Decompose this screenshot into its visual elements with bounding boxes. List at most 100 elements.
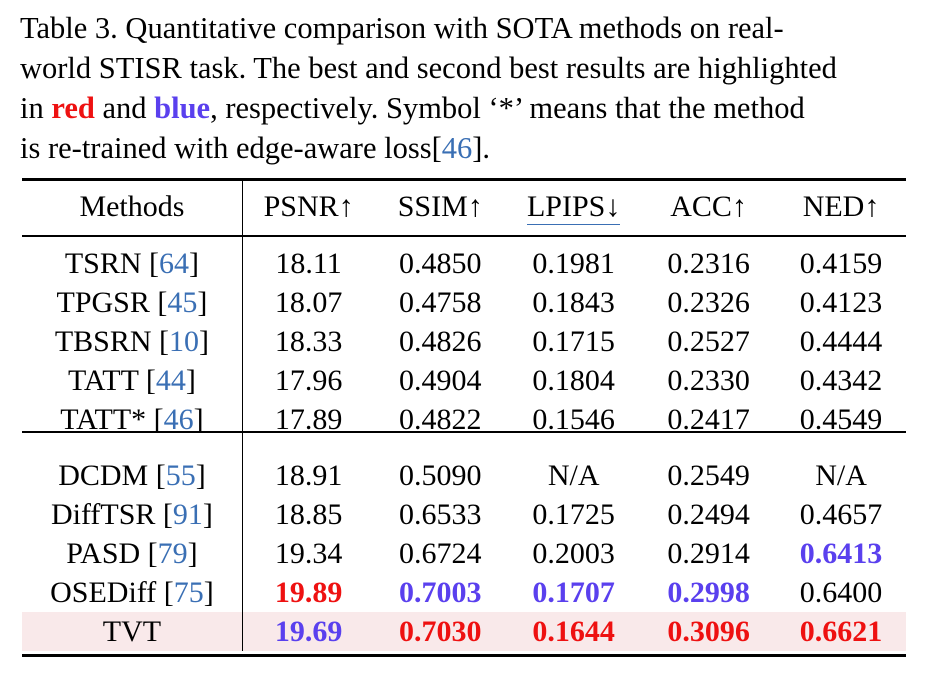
cell-ssim: 0.4850 bbox=[399, 246, 482, 280]
table-row-tvt: TVT 19.69 0.7030 0.1644 0.3096 0.6621 bbox=[22, 612, 906, 651]
cell-ssim: 0.5090 bbox=[399, 458, 482, 492]
top-rule bbox=[22, 178, 906, 181]
table-row: PASD [79] 19.34 0.6724 0.2003 0.2914 0.6413 bbox=[22, 534, 906, 573]
cell-psnr: 19.69 bbox=[242, 612, 375, 651]
cell-acc: 0.2316 bbox=[667, 246, 750, 280]
method-cell: TATT [44] bbox=[22, 361, 243, 400]
table-caption: Table 3. Quantitative comparison with SO… bbox=[20, 8, 906, 168]
caption-line-1: Table 3. Quantitative comparison with SO… bbox=[20, 11, 784, 45]
method-name: DCDM bbox=[58, 458, 149, 492]
results-table-grid: Methods PSNR↑ SSIM↑ LPIPS↓ ACC↑ NED↑ TSR… bbox=[22, 178, 906, 651]
header-psnr: PSNR↑ bbox=[263, 190, 354, 223]
cell-ned: 0.4159 bbox=[799, 246, 883, 280]
cell-psnr: 19.89 bbox=[274, 575, 343, 609]
header-ssim: SSIM↑ bbox=[397, 190, 483, 223]
cell-acc: 0.2494 bbox=[667, 497, 750, 531]
cell-psnr: 18.33 bbox=[274, 324, 343, 358]
cell-ssim: 0.7003 bbox=[399, 575, 482, 609]
method-name: PASD bbox=[66, 536, 141, 570]
cell-acc: 0.3096 bbox=[641, 612, 777, 651]
cell-acc: 0.2527 bbox=[667, 324, 750, 358]
citation-link[interactable]: 91 bbox=[172, 497, 203, 531]
cell-acc: 0.2330 bbox=[667, 363, 750, 397]
cell-lpips: 0.1804 bbox=[532, 363, 615, 397]
method-cell: TATT* [46] bbox=[22, 400, 243, 439]
cell-ned: 0.4657 bbox=[799, 497, 883, 531]
header-ned: NED↑ bbox=[802, 190, 880, 223]
group-regression-methods: TSRN [64] 18.11 0.4850 0.1981 0.2316 0.4159 TP… bbox=[22, 244, 906, 439]
method-name: DiffTSR bbox=[50, 497, 156, 531]
cell-ssim: 0.7030 bbox=[374, 612, 507, 651]
method-cell: TPGSR [45] bbox=[22, 283, 243, 322]
cell-lpips: 0.1707 bbox=[532, 575, 615, 609]
method-cell: DCDM [55] bbox=[22, 456, 243, 495]
method-name: TVT bbox=[22, 612, 243, 651]
cell-lpips: 0.1546 bbox=[532, 402, 615, 436]
citation-link[interactable]: 46 bbox=[163, 402, 194, 436]
cell-psnr: 18.85 bbox=[274, 497, 343, 531]
cell-ned: 0.4342 bbox=[799, 363, 883, 397]
cell-psnr: 18.07 bbox=[274, 285, 343, 319]
method-name: TSRN bbox=[64, 246, 142, 280]
method-name: TBSRN bbox=[54, 324, 152, 358]
method-name: TATT bbox=[68, 363, 139, 397]
cell-psnr: 18.91 bbox=[274, 458, 343, 492]
citation-link[interactable]: 44 bbox=[155, 363, 186, 397]
group-diffusion-methods: DCDM [55] 18.91 0.5090 N/A 0.2549 N/A DiffTSR … bbox=[22, 456, 906, 612]
citation-link[interactable]: 10 bbox=[169, 324, 200, 358]
header-row: Methods PSNR↑ SSIM↑ LPIPS↓ ACC↑ NED↑ bbox=[22, 178, 906, 236]
citation-link[interactable]: 64 bbox=[159, 246, 190, 280]
citation-link[interactable]: 45 bbox=[167, 285, 198, 319]
method-name: TPGSR bbox=[56, 285, 150, 319]
caption-text: in bbox=[20, 91, 52, 125]
cell-ssim: 0.4758 bbox=[399, 285, 482, 319]
method-name: TATT* bbox=[60, 402, 147, 436]
cell-psnr: 18.11 bbox=[275, 246, 342, 280]
cell-lpips: 0.1843 bbox=[532, 285, 615, 319]
caption-text: ]. bbox=[472, 131, 491, 165]
citation-link[interactable]: 75 bbox=[173, 575, 204, 609]
header-lpips: LPIPS↓ bbox=[506, 178, 641, 236]
cell-acc: 0.2998 bbox=[667, 575, 750, 609]
method-name: OSEDiff bbox=[50, 575, 157, 609]
caption-text: and bbox=[94, 91, 155, 125]
citation-link[interactable]: 79 bbox=[157, 536, 188, 570]
method-cell: TSRN [64] bbox=[22, 244, 243, 283]
citation-link[interactable]: 55 bbox=[165, 458, 196, 492]
caption-text: , respectively. Symbol ‘*’ means that th… bbox=[210, 91, 805, 125]
cell-lpips: 0.1981 bbox=[532, 246, 615, 280]
cell-ned: 0.6400 bbox=[799, 575, 883, 609]
table-row: OSEDiff [75] 19.89 0.7003 0.1707 0.2998 0.640… bbox=[22, 573, 906, 612]
cell-lpips: 0.1644 bbox=[506, 612, 642, 651]
table-row: DiffTSR [91] 18.85 0.6533 0.1725 0.2494 0.465… bbox=[22, 495, 906, 534]
cell-lpips: 0.1725 bbox=[532, 497, 615, 531]
header-acc: ACC↑ bbox=[670, 190, 747, 223]
table-row: DCDM [55] 18.91 0.5090 N/A 0.2549 N/A bbox=[22, 456, 906, 495]
cell-psnr: 19.34 bbox=[274, 536, 343, 570]
cell-ssim: 0.4822 bbox=[399, 402, 482, 436]
cell-ned: N/A bbox=[815, 458, 867, 492]
cell-ned: 0.4123 bbox=[799, 285, 883, 319]
group-rule bbox=[22, 431, 906, 433]
caption-blue-word: blue bbox=[154, 91, 211, 125]
cell-acc: 0.2417 bbox=[667, 402, 750, 436]
cell-ned: 0.4549 bbox=[799, 402, 883, 436]
caption-text: is re-trained with edge-aware loss[ bbox=[20, 131, 442, 165]
cell-acc: 0.2549 bbox=[667, 458, 750, 492]
caption-line-3: in red and blue, respectively. Symbol ‘*… bbox=[20, 88, 906, 128]
method-cell: DiffTSR [91] bbox=[22, 495, 243, 534]
cell-acc: 0.2914 bbox=[667, 536, 750, 570]
method-cell: OSEDiff [75] bbox=[22, 573, 243, 612]
citation-link[interactable]: 46 bbox=[441, 131, 473, 165]
cell-ned: 0.4444 bbox=[799, 324, 883, 358]
cell-psnr: 17.89 bbox=[274, 402, 343, 436]
table-row: TATT [44] 17.96 0.4904 0.1804 0.2330 0.4342 bbox=[22, 361, 906, 400]
table-row: TBSRN [10] 18.33 0.4826 0.1715 0.2527 0.4444 bbox=[22, 322, 906, 361]
cell-ned: 0.6621 bbox=[776, 612, 906, 651]
table-row: TATT* [46] 17.89 0.4822 0.1546 0.2417 0.4549 bbox=[22, 400, 906, 439]
header-lpips-label: LPIPS↓ bbox=[526, 190, 621, 225]
table-row: TPGSR [45] 18.07 0.4758 0.1843 0.2326 0.4123 bbox=[22, 283, 906, 322]
header-rule bbox=[22, 235, 906, 237]
cell-lpips: N/A bbox=[547, 458, 600, 492]
method-cell: PASD [79] bbox=[22, 534, 243, 573]
